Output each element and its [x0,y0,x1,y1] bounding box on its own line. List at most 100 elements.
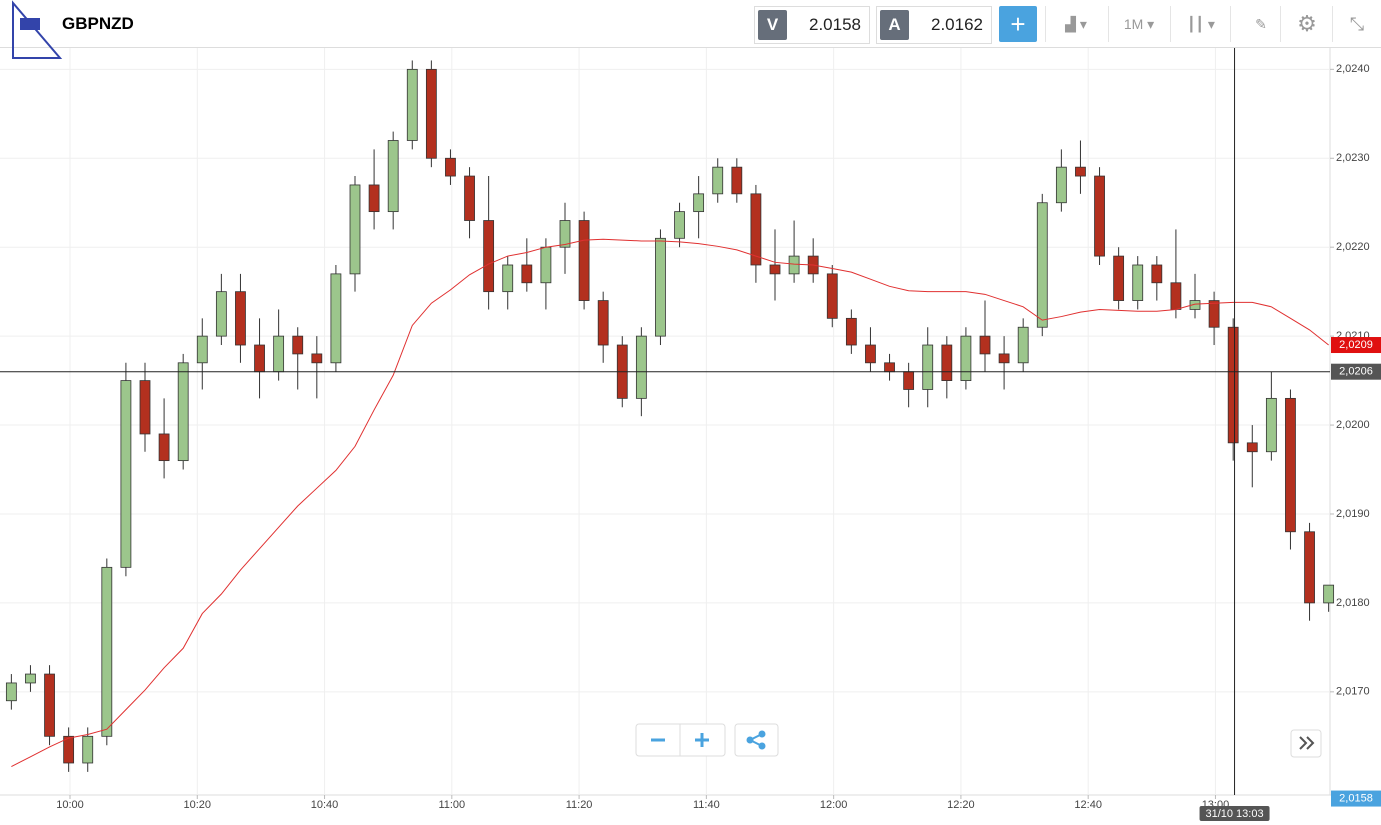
candle-body [425,68,437,159]
y-tick-label: 2,0240 [1336,63,1370,75]
chart: 2,01702,01802,01902,02002,02102,02202,02… [0,48,1381,821]
plus-icon [695,733,709,747]
crosshair-button[interactable]: + [999,6,1037,42]
timeframe-button[interactable]: 1M ▾ [1108,6,1169,42]
candle-body [884,362,895,373]
y-tick-label: 2,0190 [1336,508,1370,520]
x-tick-label: 10:20 [184,799,212,811]
candle-body [139,380,151,435]
ask-box[interactable]: A 2.0162 [876,6,992,44]
candle-body [788,255,800,275]
candle-body [483,220,495,293]
candle-body [254,344,265,373]
bid-price: 2.0158 [809,15,861,34]
candle-body [196,335,208,364]
candle-body [1094,175,1105,257]
candle-body [769,264,781,275]
x-tick-label: 10:40 [311,799,339,811]
candle-body [1170,282,1182,310]
candle-body [1113,255,1125,301]
crosshair-time-badge [1199,806,1270,821]
candle-body [979,335,991,355]
candle-body [597,300,609,346]
scroll-icon [1299,736,1315,750]
candle-body [215,291,227,337]
share-dot [746,736,754,744]
crosshair-time-label: 31/10 13:03 [1205,808,1263,820]
y-tick-label: 2,0180 [1336,597,1370,609]
candle-body [1075,166,1086,177]
moving-average [11,238,1329,767]
candle-body [1036,202,1048,328]
candle-body [25,673,36,684]
candle-body [368,184,380,213]
candle-body [578,220,590,301]
candle-body [865,344,876,364]
candle-body [521,264,533,284]
y-tick-label: 2,0200 [1336,419,1370,431]
candle-body [674,211,685,239]
candle-body [941,344,953,381]
candle-body [502,264,514,293]
candle-body [235,291,246,346]
candle-body [826,273,838,319]
candle-body [158,433,170,462]
ask-label: A [880,10,909,40]
candle-body [635,335,647,399]
symbol: GBPNZD [62,14,134,33]
candle-body [120,380,132,568]
candle-body [922,344,934,390]
candle-body [1132,264,1144,301]
crosshair-price-badge [1331,363,1381,380]
x-tick-label: 11:40 [693,799,720,811]
price-badge [1331,790,1381,807]
ask-price: 2.0162 [931,15,983,34]
collapse-button[interactable]: ⤡ [1332,6,1381,42]
candle-body [387,140,399,213]
candle-body [1151,264,1163,284]
x-tick-label: 12:00 [820,799,848,811]
share-button[interactable] [734,723,779,757]
y-tick-label: 2,0170 [1336,686,1370,698]
candle-body [82,735,94,764]
candle-body [101,566,113,737]
timeframe: 1M [1123,16,1144,32]
candle-body [960,335,972,381]
candle-body [750,193,762,266]
share-dot [758,730,766,738]
share-dot [758,742,766,750]
bid-box[interactable]: V 2.0158 [754,6,870,44]
price-badge-label: 2,0158 [1339,792,1373,804]
x-tick-label: 12:40 [1074,799,1102,811]
candle-button[interactable]: ┃┃ ▾ [1170,6,1231,42]
candle-body [998,353,1010,364]
y-tick-label: 2,0230 [1336,152,1370,164]
candle-body [1285,397,1296,533]
candle-body [445,157,456,177]
candle-body [1304,531,1315,604]
draw-button[interactable]: ✎ [1230,6,1291,42]
candle-body [330,273,342,364]
x-tick-label: 11:00 [438,799,465,811]
candle-body [44,673,55,737]
y-tick-label: 2,0220 [1336,241,1370,253]
price-badge [1331,337,1381,354]
candle-body [559,220,571,248]
candle-body [1017,326,1029,364]
candle-body [1265,397,1277,453]
chart-type-button[interactable]: ▟ ▾ [1045,6,1106,42]
crosshair-price-label: 2,0206 [1339,366,1373,378]
price-badge-label: 2,0209 [1339,339,1373,351]
bid-label: V [758,10,787,40]
candle-body [712,166,724,195]
candle-body [311,353,323,364]
logo [12,0,63,59]
candle-body [177,362,189,462]
x-tick-label: 11:20 [566,799,593,811]
candle-body [903,371,915,390]
candle-body [273,335,285,373]
settings-button[interactable]: ⚙ [1280,6,1333,42]
candle-body [464,175,475,221]
candle-body [292,335,304,355]
